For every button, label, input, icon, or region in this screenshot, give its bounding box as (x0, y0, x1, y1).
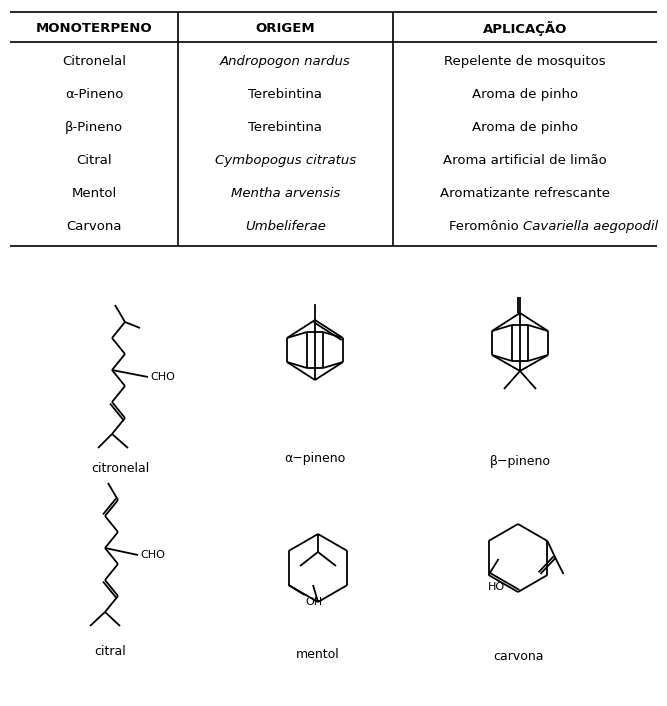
Text: α-Pineno: α-Pineno (65, 88, 123, 101)
Text: citral: citral (94, 645, 126, 658)
Text: MONOTERPENO: MONOTERPENO (36, 21, 152, 35)
Text: Cymbopogus citratus: Cymbopogus citratus (215, 154, 356, 167)
Text: HO: HO (488, 582, 505, 592)
Text: α−pineno: α−pineno (284, 452, 346, 465)
Text: Mentol: Mentol (71, 187, 117, 200)
Text: Mentha arvensis: Mentha arvensis (231, 187, 340, 200)
Text: β−pineno: β−pineno (490, 455, 550, 468)
Text: CHO: CHO (150, 372, 175, 382)
Text: Terebintina: Terebintina (249, 121, 323, 134)
Text: β-Pineno: β-Pineno (65, 121, 123, 134)
Text: carvona: carvona (493, 650, 543, 663)
Text: APLICAÇÃO: APLICAÇÃO (483, 20, 567, 35)
Text: Aromatizante refrescante: Aromatizante refrescante (440, 187, 610, 200)
Text: Andropogon nardus: Andropogon nardus (220, 55, 351, 68)
Text: Carvona: Carvona (66, 220, 122, 233)
Text: Aroma de pinho: Aroma de pinho (472, 121, 578, 134)
Text: citronelal: citronelal (91, 462, 149, 475)
Text: Repelente de mosquitos: Repelente de mosquitos (444, 55, 606, 68)
Text: Feromônio: Feromônio (449, 220, 523, 233)
Text: ORIGEM: ORIGEM (255, 21, 315, 35)
Text: Aroma artificial de limão: Aroma artificial de limão (443, 154, 607, 167)
Text: mentol: mentol (296, 648, 340, 661)
Text: Citral: Citral (76, 154, 112, 167)
Text: Aroma de pinho: Aroma de pinho (472, 88, 578, 101)
Text: OH: OH (305, 597, 323, 607)
Text: Terebintina: Terebintina (249, 88, 323, 101)
Text: Citronelal: Citronelal (62, 55, 126, 68)
Text: Cavariella aegopodil: Cavariella aegopodil (523, 220, 658, 233)
Text: Umbeliferae: Umbeliferae (245, 220, 326, 233)
Text: CHO: CHO (140, 550, 165, 560)
